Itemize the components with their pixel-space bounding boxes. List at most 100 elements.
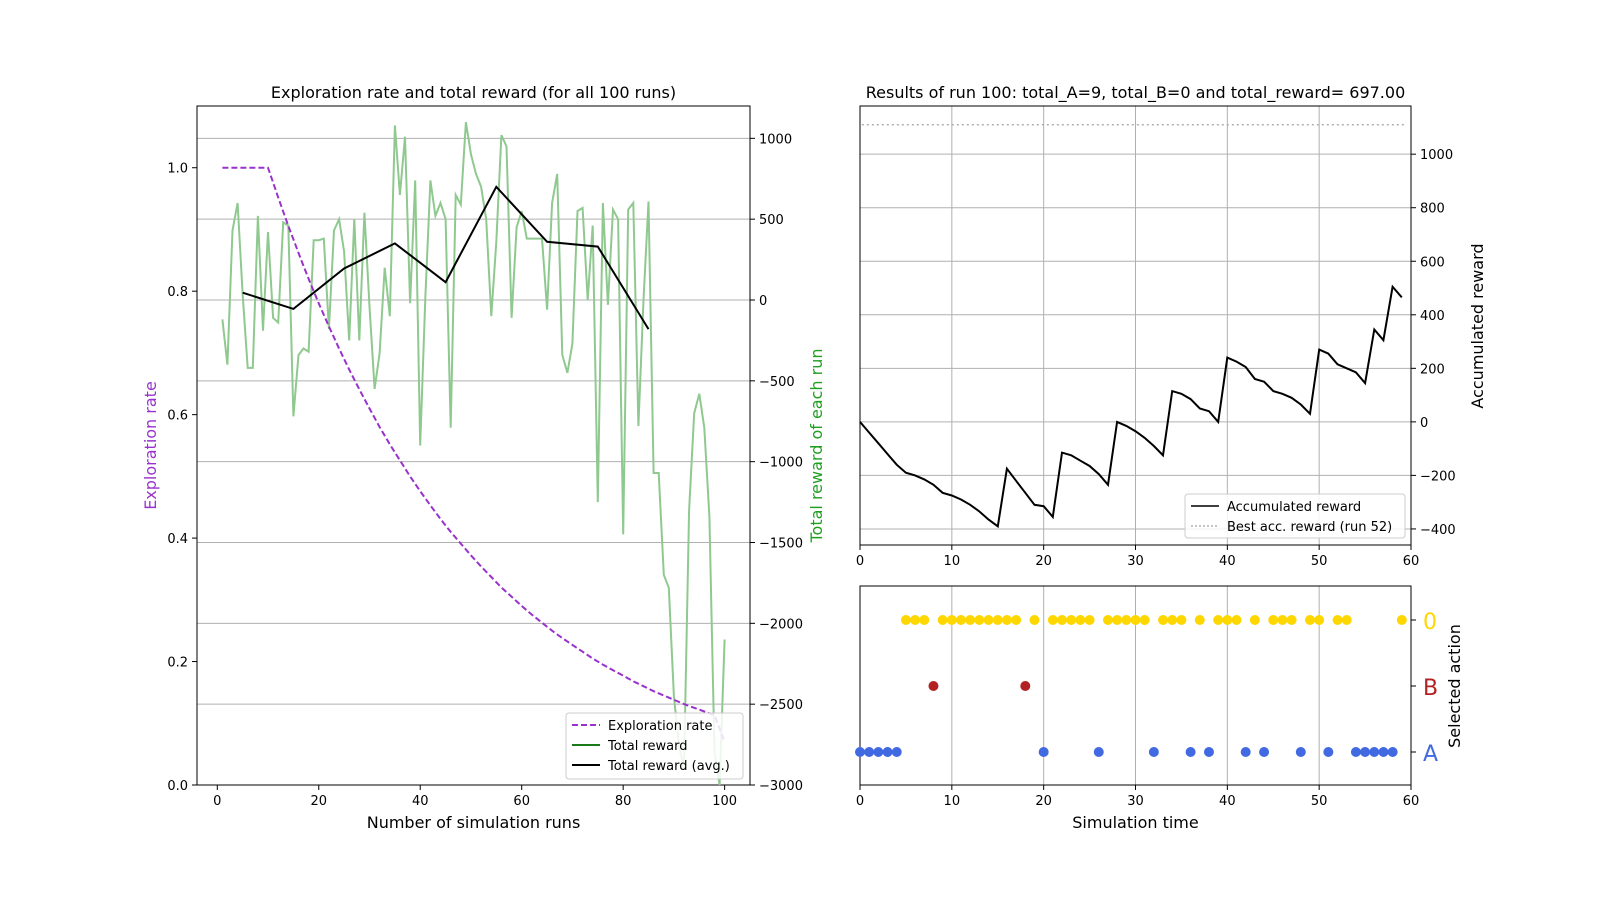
action-point-A (1378, 747, 1389, 757)
x-axis-label: Number of simulation runs (367, 813, 581, 832)
action-point-0 (1341, 615, 1352, 625)
action-point-0 (1084, 615, 1095, 625)
legend-label: Accumulated reward (1227, 500, 1361, 515)
action-point-0 (1304, 615, 1315, 625)
action-point-A (1240, 747, 1251, 757)
legend-label: Best acc. reward (run 52) (1227, 520, 1392, 535)
action-point-0 (1075, 615, 1086, 625)
legend-box (1184, 493, 1406, 539)
action-point-A (1350, 747, 1361, 757)
action-point-A (1259, 747, 1270, 757)
y-tick-label: −400 (1420, 523, 1456, 538)
y-tick-label: 0.8 (167, 285, 188, 300)
y-tick-label: 0.4 (167, 532, 188, 547)
x-tick-label: 10 (944, 794, 961, 809)
y2-tick-label: 500 (759, 213, 784, 228)
action-point-0 (1047, 615, 1058, 625)
action-point-B (928, 681, 939, 691)
action-point-0 (1231, 615, 1242, 625)
action-point-A (1148, 747, 1159, 757)
y2-tick-label: 1000 (759, 132, 792, 147)
y-tick-label: 600 (1420, 255, 1445, 270)
y2-tick-label: −500 (759, 375, 795, 390)
x-tick-label: 0 (213, 794, 221, 809)
y-tick-label: 1.0 (167, 162, 188, 177)
y2-tick-label: −3000 (759, 779, 803, 794)
action-point-0 (1066, 615, 1077, 625)
action-point-0 (910, 615, 921, 625)
x-tick-label: 60 (1403, 554, 1420, 569)
action-point-0 (1176, 615, 1187, 625)
action-point-0 (1102, 615, 1113, 625)
action-point-0 (1167, 615, 1178, 625)
action-point-0 (992, 615, 1003, 625)
total-reward-avg-line (242, 185, 650, 330)
accumulated-reward-line (859, 284, 1403, 529)
legend-box (565, 712, 744, 780)
action-point-A (873, 747, 884, 757)
x-tick-label: 20 (310, 794, 327, 809)
y-axis-label: Selected action (1445, 624, 1464, 748)
x-axis-label: Simulation time (1072, 813, 1198, 832)
x-tick-label: 50 (1311, 794, 1328, 809)
legend-label: Total reward (avg.) (607, 759, 730, 774)
action-point-0 (1057, 615, 1068, 625)
y-tick-label: 400 (1420, 309, 1445, 324)
action-point-A (891, 747, 902, 757)
x-tick-label: 80 (615, 794, 632, 809)
y2-tick-label: 0 (759, 294, 767, 309)
y-axis-label: Accumulated reward (1468, 243, 1487, 408)
y-tick-label: 0.2 (167, 656, 188, 671)
action-point-A (1203, 747, 1214, 757)
x-tick-label: 40 (1219, 794, 1236, 809)
action-point-0 (900, 615, 911, 625)
y-tick-label: A (1423, 742, 1438, 767)
action-point-B (1020, 681, 1031, 691)
action-point-0 (974, 615, 985, 625)
action-point-0 (1011, 615, 1022, 625)
x-tick-label: 100 (712, 794, 737, 809)
action-point-0 (983, 615, 994, 625)
x-tick-label: 0 (856, 554, 864, 569)
exploration-reward-chart: 0 20 40 60 80 100 0.0 0.2 0.4 0.6 0.8 1.0 −3000 −2500… (141, 83, 826, 832)
action-point-0 (1314, 615, 1325, 625)
y2-tick-label: −2000 (759, 617, 803, 632)
y2-tick-label: −1500 (759, 537, 803, 552)
y2-axis-label: Total reward of each run (807, 349, 826, 544)
y-tick-label: 0 (1423, 610, 1437, 635)
action-point-0 (1001, 615, 1012, 625)
action-point-0 (937, 615, 948, 625)
x-tick-label: 30 (1127, 554, 1144, 569)
action-point-A (1038, 747, 1049, 757)
action-point-A (1369, 747, 1380, 757)
x-tick-label: 0 (856, 794, 864, 809)
action-point-A (1093, 747, 1104, 757)
action-point-A (1323, 747, 1334, 757)
y-tick-label: 0.6 (167, 409, 188, 424)
action-point-0 (965, 615, 976, 625)
chart-title: Results of run 100: total_A=9, total_B=0… (866, 83, 1406, 103)
action-point-0 (1268, 615, 1279, 625)
action-point-0 (1332, 615, 1343, 625)
action-point-0 (1286, 615, 1297, 625)
y-tick-label: 0 (1420, 416, 1428, 431)
y-tick-label: 800 (1420, 202, 1445, 217)
exploration-rate-line (222, 166, 726, 743)
action-point-0 (1396, 615, 1407, 625)
action-point-A (1387, 747, 1398, 757)
action-point-0 (1121, 615, 1132, 625)
action-point-A (1360, 747, 1371, 757)
action-point-0 (1112, 615, 1123, 625)
y-tick-label: 200 (1420, 362, 1445, 377)
total-reward-line (221, 122, 726, 786)
y2-tick-label: −2500 (759, 698, 803, 713)
x-tick-label: 40 (412, 794, 429, 809)
legend-label: Exploration rate (608, 719, 712, 734)
action-point-0 (1130, 615, 1141, 625)
y-tick-label: 1000 (1420, 148, 1453, 163)
action-point-0 (1277, 615, 1288, 625)
x-tick-label: 40 (1219, 554, 1236, 569)
action-point-0 (1139, 615, 1150, 625)
